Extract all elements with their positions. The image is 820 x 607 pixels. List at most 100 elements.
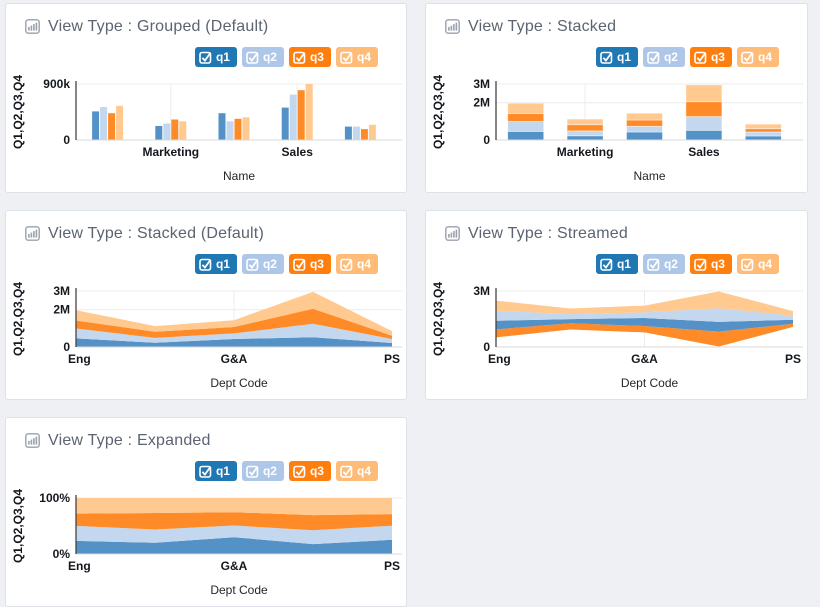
checkbox-checked-icon	[199, 51, 212, 64]
panel-title: View Type : Stacked	[468, 17, 617, 35]
checkbox-checked-icon	[246, 465, 259, 478]
checkbox-checked-icon	[694, 51, 707, 64]
checkbox-checked-icon	[741, 258, 754, 271]
legend-chip-label: q3	[309, 464, 324, 478]
series-legend: q1 q2 q3 q4	[426, 254, 807, 274]
chart-area: Q1,Q2,Q3,Q4 3M 0 Eng G&A PS Dept Code	[426, 281, 807, 395]
panel-header: View Type : Streamed	[426, 211, 807, 243]
panel-title: View Type : Expanded	[48, 431, 211, 449]
legend-chip-label: q4	[356, 257, 371, 271]
legend-chip-label: q1	[616, 50, 631, 64]
legend-chip-label: q3	[309, 257, 324, 271]
svg-text:0: 0	[63, 340, 70, 354]
legend-chip-q2[interactable]: q2	[241, 47, 284, 67]
legend-chip-q4[interactable]: q4	[335, 254, 378, 274]
svg-text:PS: PS	[384, 352, 400, 366]
svg-text:Sales: Sales	[688, 145, 720, 159]
legend-chip-label: q4	[757, 50, 772, 64]
panel-header: View Type : Stacked	[426, 4, 807, 36]
legend-chip-q4[interactable]: q4	[335, 47, 378, 67]
checkbox-checked-icon	[340, 51, 353, 64]
series-legend: q1 q2 q3 q4	[6, 254, 406, 274]
panel-header: View Type : Stacked (Default)	[6, 211, 406, 243]
legend-chip-label: q3	[309, 50, 324, 64]
legend-chip-q4[interactable]: q4	[736, 47, 779, 67]
card-view-type-streamed: View Type : Streamed q1 q2 q3 q4 Q1,Q2,Q3,Q…	[425, 210, 808, 400]
legend-chip-q1[interactable]: q1	[595, 254, 638, 274]
svg-text:0: 0	[483, 340, 490, 354]
checkbox-checked-icon	[293, 465, 306, 478]
svg-text:Name: Name	[633, 169, 665, 183]
legend-chip-q1[interactable]: q1	[194, 47, 237, 67]
checkbox-checked-icon	[246, 51, 259, 64]
checkbox-checked-icon	[647, 258, 660, 271]
y-axis-label: Q1,Q2,Q3,Q4	[431, 281, 445, 357]
grouped-bar-chart: 900k 0 Marketing Sales Name	[43, 77, 402, 183]
legend-chip-q1[interactable]: q1	[194, 254, 237, 274]
svg-text:3M: 3M	[53, 284, 70, 298]
svg-text:G&A: G&A	[221, 559, 248, 573]
bar-chart-icon	[445, 19, 460, 34]
checkbox-checked-icon	[741, 51, 754, 64]
legend-chip-q2[interactable]: q2	[241, 254, 284, 274]
legend-chip-q3[interactable]: q3	[288, 47, 331, 67]
checkbox-checked-icon	[600, 258, 613, 271]
panel-title: View Type : Grouped (Default)	[48, 17, 269, 35]
checkbox-checked-icon	[199, 258, 212, 271]
svg-text:Eng: Eng	[68, 559, 91, 573]
legend-chip-q3[interactable]: q3	[689, 254, 732, 274]
y-axis-label: Q1,Q2,Q3,Q4	[11, 281, 25, 357]
bar-chart-icon	[445, 226, 460, 241]
legend-chip-q2[interactable]: q2	[642, 254, 685, 274]
svg-text:Eng: Eng	[488, 352, 511, 366]
legend-chip-q3[interactable]: q3	[689, 47, 732, 67]
legend-chip-q4[interactable]: q4	[736, 254, 779, 274]
y-axis-label: Q1,Q2,Q3,Q4	[11, 74, 25, 150]
chart-area: Q1,Q2,Q3,Q4 100% 0% Eng G&A PS Dept Code	[6, 489, 406, 602]
svg-text:Sales: Sales	[282, 145, 314, 159]
svg-text:Name: Name	[223, 169, 255, 183]
svg-text:3M: 3M	[473, 284, 490, 298]
svg-text:Marketing: Marketing	[142, 145, 199, 159]
checkbox-checked-icon	[293, 258, 306, 271]
legend-chip-q3[interactable]: q3	[288, 461, 331, 481]
panel-header: View Type : Expanded	[6, 418, 406, 450]
y-axis-label: Q1,Q2,Q3,Q4	[431, 74, 445, 150]
bar-chart-icon	[25, 226, 40, 241]
chart-area: Q1,Q2,Q3,Q4 3M 2M 0 Marketing Sales Name	[426, 74, 807, 188]
legend-chip-label: q3	[710, 257, 725, 271]
legend-chip-q1[interactable]: q1	[194, 461, 237, 481]
svg-text:Dept Code: Dept Code	[210, 583, 268, 597]
card-view-type-stacked: View Type : Stacked q1 q2 q3 q4 Q1,Q2,Q3,Q4…	[425, 3, 808, 193]
svg-text:3M: 3M	[473, 77, 490, 91]
svg-text:900k: 900k	[43, 77, 70, 91]
stacked-bar-chart: 3M 2M 0 Marketing Sales Name	[473, 77, 803, 183]
bar-chart-icon	[25, 19, 40, 34]
svg-text:Dept Code: Dept Code	[621, 376, 679, 390]
legend-chip-label: q4	[356, 464, 371, 478]
panel-title: View Type : Streamed	[468, 224, 628, 242]
expanded-area-chart: 100% 0%Eng G&A PS Dept Code	[39, 491, 402, 597]
legend-chip-q4[interactable]: q4	[335, 461, 378, 481]
checkbox-checked-icon	[647, 51, 660, 64]
legend-chip-label: q2	[262, 257, 277, 271]
legend-chip-q1[interactable]: q1	[595, 47, 638, 67]
panel-header: View Type : Grouped (Default)	[6, 4, 406, 36]
series-legend: q1 q2 q3 q4	[6, 461, 406, 481]
checkbox-checked-icon	[340, 465, 353, 478]
series-legend: q1 q2 q3 q4	[6, 47, 406, 67]
legend-chip-q2[interactable]: q2	[241, 461, 284, 481]
legend-chip-label: q1	[215, 464, 230, 478]
legend-chip-label: q1	[215, 50, 230, 64]
legend-chip-q3[interactable]: q3	[288, 254, 331, 274]
svg-text:Eng: Eng	[68, 352, 91, 366]
legend-chip-label: q1	[215, 257, 230, 271]
legend-chip-q2[interactable]: q2	[642, 47, 685, 67]
svg-text:G&A: G&A	[221, 352, 248, 366]
chart-area: Q1,Q2,Q3,Q4 3M 2M 0 Eng G&A PS Dept Code	[6, 281, 406, 395]
svg-text:2M: 2M	[53, 303, 70, 317]
series-legend: q1 q2 q3 q4	[426, 47, 807, 67]
legend-chip-label: q2	[663, 257, 678, 271]
